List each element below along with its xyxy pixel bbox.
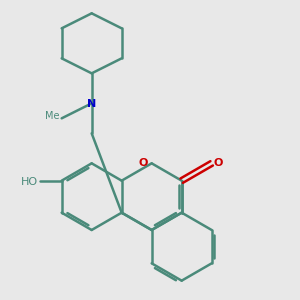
Text: O: O <box>214 158 223 168</box>
Text: Me: Me <box>45 111 60 121</box>
Text: O: O <box>138 158 148 168</box>
Text: N: N <box>87 99 96 109</box>
Text: HO: HO <box>21 177 38 187</box>
